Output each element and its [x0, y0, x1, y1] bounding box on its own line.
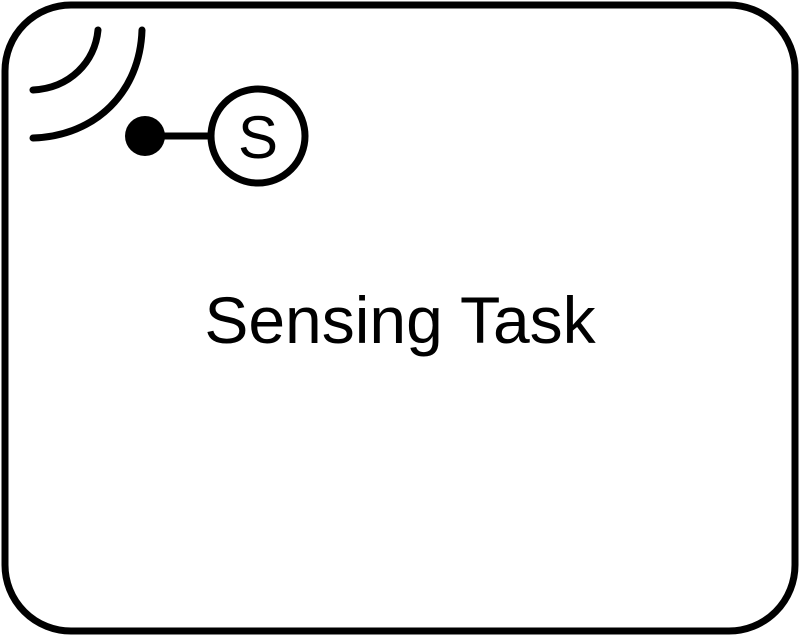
task-label: Sensing Task: [204, 283, 596, 357]
signal-arc-inner: [29, 26, 102, 94]
sensor-letter: S: [238, 104, 278, 171]
signal-arc-outer: [29, 26, 146, 142]
sensor-circle: [207, 85, 309, 187]
sensor-marker-icon: S: [125, 85, 309, 187]
wireless-signal-icon: [29, 26, 146, 142]
sensor-dot: [125, 116, 165, 156]
